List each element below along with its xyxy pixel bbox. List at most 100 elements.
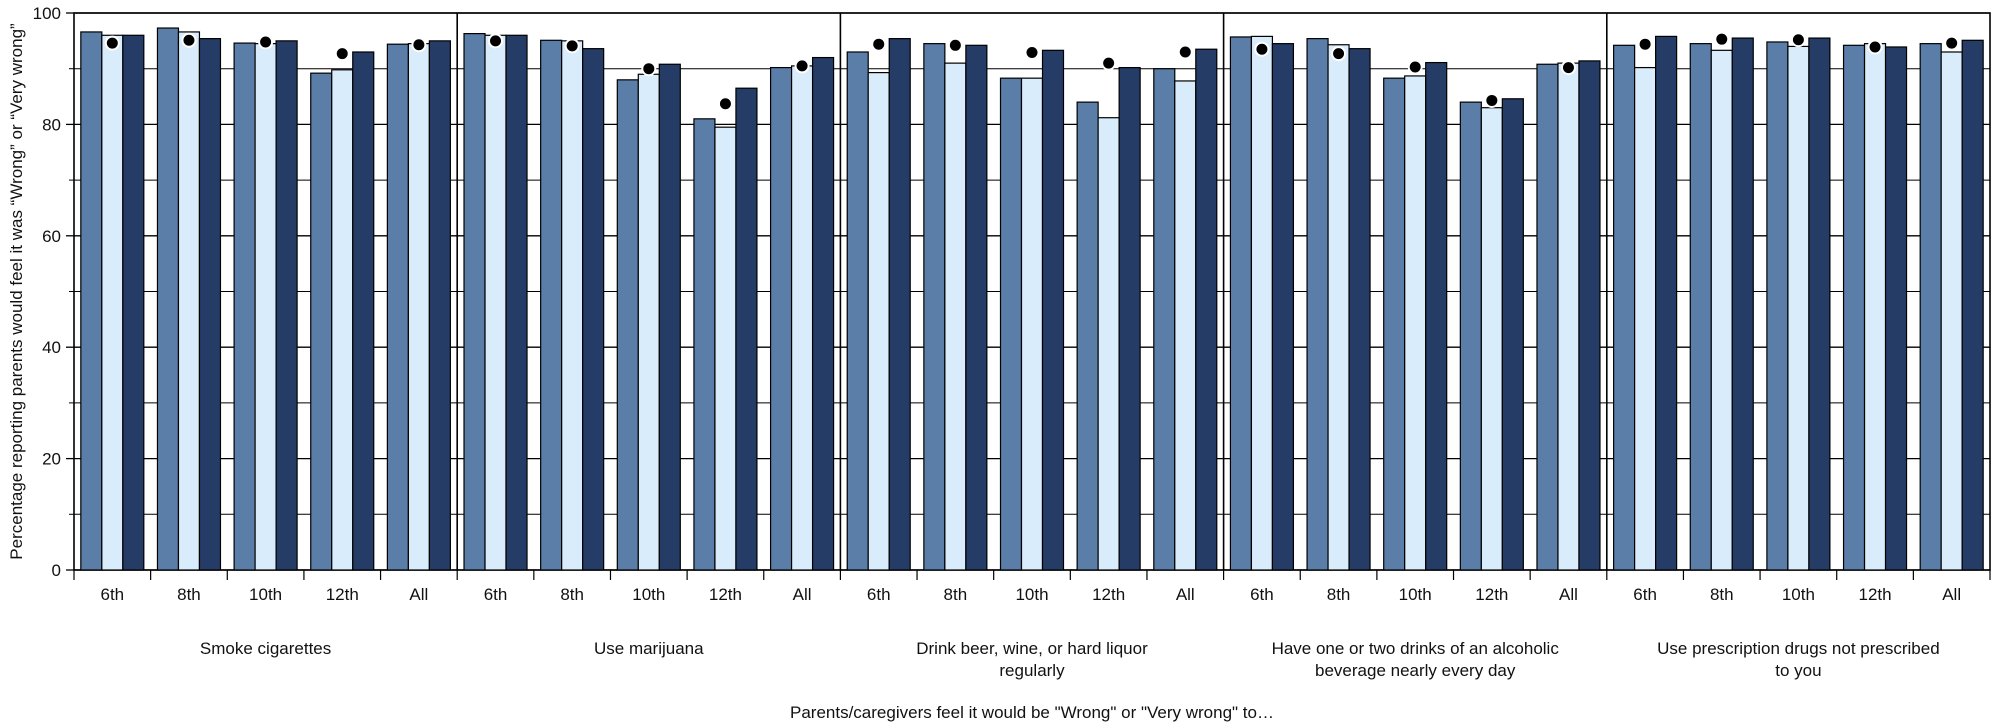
data-point-dot (1637, 36, 1653, 52)
x-tick-label: All (793, 585, 812, 604)
bar (1118, 66, 1141, 571)
x-tick-label: 10th (1399, 585, 1432, 604)
bar (101, 34, 124, 571)
bar (484, 34, 507, 571)
x-tick-label: 12th (1475, 585, 1508, 604)
x-tick-label: All (409, 585, 428, 604)
bar (1634, 66, 1657, 571)
bar (505, 34, 528, 571)
bar (233, 42, 256, 571)
bar (811, 56, 835, 571)
data-point-dot (258, 34, 274, 50)
x-tick-label: 8th (177, 585, 201, 604)
bar (463, 33, 486, 571)
group-label: Use prescription drugs not prescribed to … (1657, 639, 1940, 680)
x-tick-label: 8th (1327, 585, 1351, 604)
bar (1041, 49, 1065, 571)
group-label: Smoke cigarettes (200, 639, 331, 658)
bar (999, 77, 1023, 571)
bar (1271, 43, 1295, 571)
x-tick-label: 12th (326, 585, 359, 604)
data-point-dot (1331, 46, 1347, 62)
bar (1425, 61, 1448, 571)
bar (1459, 101, 1482, 571)
data-point-dot (1867, 39, 1883, 55)
bar (331, 69, 354, 571)
data-point-dot (334, 46, 350, 62)
x-tick-label: All (1559, 585, 1578, 604)
bar (1961, 39, 1984, 571)
bar (1578, 60, 1601, 571)
y-axis-title: Percentage reporting parents would feel … (7, 23, 26, 560)
bar (769, 66, 793, 571)
bar (428, 40, 451, 571)
group-label: Use marijuana (594, 639, 704, 658)
bar (1480, 107, 1503, 571)
bar (1306, 38, 1329, 571)
bar (561, 40, 584, 571)
x-tick-label: 6th (1633, 585, 1657, 604)
bar (1731, 37, 1754, 571)
data-point-dot (1177, 44, 1193, 60)
data-point-dot (1101, 55, 1117, 71)
data-point-dot (104, 35, 120, 51)
data-point-dot (794, 58, 810, 74)
group-label: Drink beer, wine, or hard liquor regularl… (916, 639, 1148, 680)
bar (693, 118, 716, 571)
bar (1557, 62, 1580, 571)
bar (1076, 101, 1099, 571)
bar (1919, 43, 1942, 571)
data-point-dot (1407, 59, 1423, 75)
data-point-dot (1560, 60, 1576, 76)
data-point-dot (641, 61, 657, 77)
bar (386, 43, 409, 571)
y-tick-label: 0 (52, 561, 61, 580)
x-tick-label: 12th (709, 585, 742, 604)
bar (1842, 44, 1866, 571)
data-point-dot (1790, 32, 1806, 48)
x-tick-label: 10th (1015, 585, 1048, 604)
bar (407, 43, 430, 571)
bar (1940, 51, 1963, 571)
y-tick-label: 20 (42, 450, 61, 469)
y-tick-label: 60 (42, 227, 61, 246)
bar (198, 38, 222, 571)
bar (867, 71, 890, 571)
bar (1229, 36, 1253, 571)
bar (1195, 48, 1218, 571)
bar (1884, 46, 1908, 571)
bar (1250, 35, 1274, 571)
bar (275, 40, 298, 571)
data-point-dot (488, 33, 504, 49)
x-tick-label: All (1176, 585, 1195, 604)
x-tick-label: 8th (1710, 585, 1734, 604)
x-tick-label: 8th (944, 585, 968, 604)
bar (1174, 80, 1197, 571)
bar (1689, 43, 1712, 571)
bar (637, 73, 660, 571)
x-tick-label: 6th (484, 585, 508, 604)
bar (254, 43, 277, 571)
bar (1383, 77, 1406, 571)
x-tick-label: All (1942, 585, 1961, 604)
bar (735, 87, 758, 571)
data-point-dot (1714, 31, 1730, 47)
data-point-dot (1254, 41, 1270, 57)
bar (846, 51, 869, 571)
x-tick-label: 10th (249, 585, 282, 604)
bar (540, 39, 563, 571)
bar (1327, 44, 1350, 571)
bar (1863, 43, 1887, 571)
y-tick-label: 40 (42, 338, 61, 357)
x-tick-label: 6th (1250, 585, 1274, 604)
data-point-dot (1944, 35, 1960, 51)
bar (1348, 48, 1371, 571)
bar (1613, 44, 1636, 571)
data-point-dot (717, 96, 733, 112)
bar (790, 65, 814, 571)
bar (122, 34, 145, 571)
y-tick-label: 80 (42, 115, 61, 134)
bar (80, 31, 103, 571)
bar (1787, 45, 1810, 571)
